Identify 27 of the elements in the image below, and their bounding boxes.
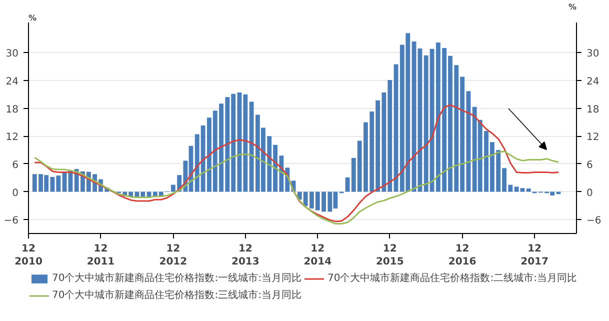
y2-tick-label: 30 [586,48,600,60]
y-axis-title: % [28,14,37,22]
y2-tick-label: 24 [586,76,600,88]
y-tick-label: 0 [12,188,19,199]
y-tick-label: 24 [6,76,19,88]
legend-label: 70个大中城市新建商品住宅价格指数:三线城市:当月同比 [52,288,302,302]
y-tick-label: −6 [4,216,19,227]
x-tick-label: 12 2012 [159,244,188,268]
y2-tick-label: −6 [586,216,602,227]
y2-tick-label: 12 [586,132,600,144]
y-tick-label: 30 [6,48,19,60]
y2-tick-label: 6 [586,160,593,171]
x-tick-label: 12 2016 [448,244,476,268]
legend-label: 70个大中城市新建商品住宅价格指数:一线城市:当月同比 [52,272,302,285]
x-tick-label: 12 2011 [86,244,115,268]
x-tick-label: 12 2015 [376,244,404,268]
y-tick-label: 18 [6,104,19,116]
y-tick-label: 6 [12,160,19,171]
y2-tick-label: 0 [586,188,593,199]
x-tick-label: 12 2010 [14,244,42,268]
legend-label: 70个大中城市新建商品住宅价格指数:二线城市:当月同比 [327,272,577,285]
x-tick-label: 12 2017 [520,244,548,268]
x-tick-label: 12 2013 [231,244,260,268]
y-tick-label: 12 [6,132,19,144]
y2-tick-label: 18 [586,104,600,116]
y2-axis-title: % [568,2,576,12]
x-tick-label: 12 2014 [304,244,332,268]
